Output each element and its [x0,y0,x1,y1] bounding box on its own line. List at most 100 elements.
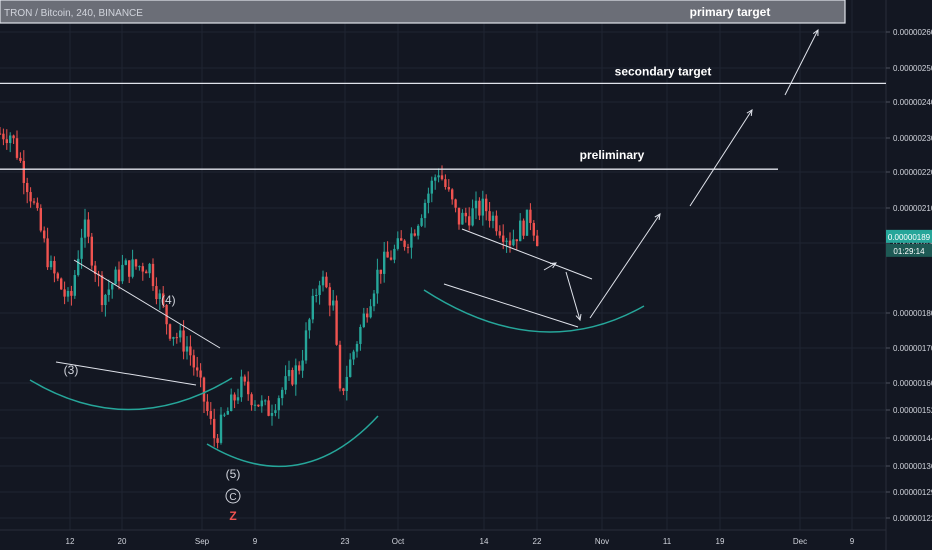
candle-body [209,411,212,419]
y-axis-tick-label: 0.00000122 [893,514,932,523]
candle-body [223,414,226,416]
x-axis-tick-label: 23 [341,537,350,546]
candle-body [512,239,515,246]
candle-body [264,400,267,402]
y-axis-tick-label: 0.00000160 [893,379,932,388]
candle-body [328,287,331,306]
y-axis-tick-label: 0.00000220 [893,168,932,177]
candle-body [315,295,318,297]
candle-body [80,237,83,259]
candle-body [366,313,369,318]
candle-body [359,326,362,344]
projection-arrow [543,262,557,271]
candle-body [281,389,284,399]
y-axis-tick-label: 0.00000240 [893,98,932,107]
candle-body [454,199,457,208]
candle-body [277,398,280,411]
candle-body [488,211,491,221]
countdown-badge [886,243,932,257]
wave-label-z: Z [229,509,236,523]
candle-body [451,189,454,200]
candle-body [335,300,338,345]
candle-body [172,337,175,339]
candle-body [219,414,223,443]
candle-body [298,365,301,371]
candle-body [420,218,423,226]
candle-body [83,219,87,238]
candle-body [100,275,104,306]
candle-body [267,400,270,416]
candle-body [505,240,508,242]
projection-arrow [565,271,581,321]
candle-body [233,394,236,401]
candle-body [284,376,287,390]
candle-body [502,235,505,242]
candle-body [56,273,59,279]
projection-arrow-head [812,28,819,37]
candle-body [202,377,206,402]
candle-body [386,251,389,258]
wedge-upper-line [73,259,221,349]
candle-body [464,212,467,217]
candle-body [165,304,168,325]
candle-body [338,344,342,389]
candle-body [111,284,114,290]
candle-body [332,300,335,306]
candle-body [216,438,219,443]
candle-body [481,198,484,216]
wave-label-c: C [229,492,236,503]
candle-body [403,240,406,247]
candle-body [151,263,155,287]
candle-body [508,240,512,246]
candle-body [26,182,29,193]
candle-body [87,219,90,237]
candle-body [250,394,253,406]
candle-body [2,133,5,140]
y-axis-tick-label: 0.00000144 [893,434,932,443]
candle-body [141,266,144,272]
candle-body [138,266,141,268]
candle-body [73,275,76,296]
candle-body [199,370,202,378]
candle-body [495,215,498,232]
candle-body [32,201,36,203]
candle-body [206,401,209,412]
candle-body [308,319,311,331]
y-axis-tick-label: 0.00000210 [893,204,932,213]
projection-arrow [589,213,661,319]
x-axis-tick-label: Oct [392,537,405,546]
candle-body [342,388,345,391]
candle-body [5,139,8,144]
candle-body [444,179,447,188]
candle-body [70,290,73,296]
support-arc-2 [206,415,379,468]
candle-body [145,271,148,274]
wave-label-4: (4) [161,293,176,307]
x-axis-tick-label: 9 [850,537,855,546]
channel-upper-line [461,228,593,280]
candle-body [131,259,134,277]
candle-body [114,269,117,285]
x-axis-tick-label: Sep [195,537,210,546]
candle-body [19,157,22,161]
candle-body [230,394,233,412]
candle-body [53,260,56,274]
candle-body [519,220,522,242]
candle-body [128,260,131,277]
x-axis-tick-label: 9 [253,537,258,546]
candle-body [532,222,535,236]
candle-body [121,264,124,282]
candle-body [406,246,410,248]
candle-body [175,337,178,339]
candle-body [515,239,518,242]
candle-body [182,330,185,352]
candle-body [39,208,42,231]
candle-body [325,276,328,288]
candle-body [124,260,127,265]
candle-body [437,175,440,178]
wave-label-3: (3) [64,363,79,377]
candle-body [107,289,110,295]
candle-body [196,367,199,371]
